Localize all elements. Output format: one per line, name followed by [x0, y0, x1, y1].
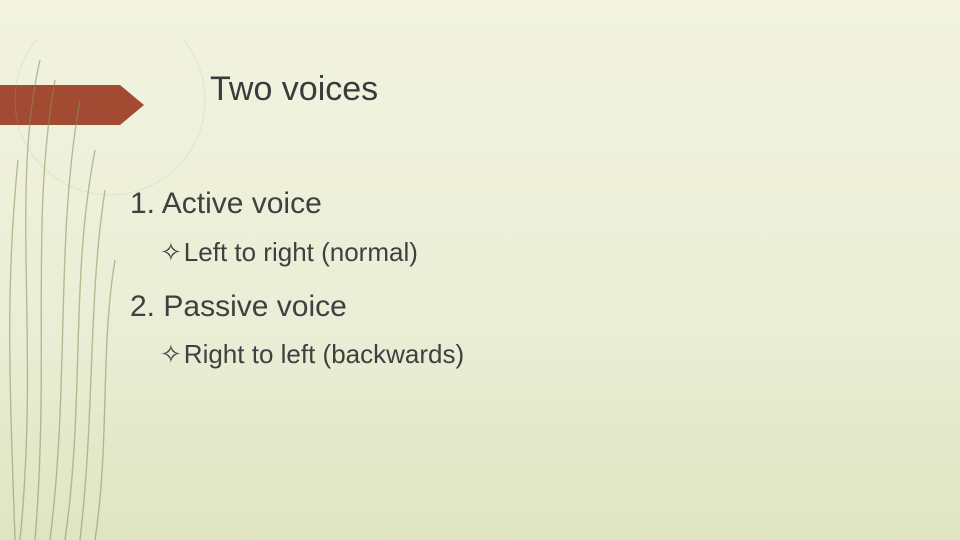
list-item: 1. Active voice [130, 181, 464, 228]
list-item: 2. Passive voice [130, 284, 464, 331]
bullet-icon: ✧ [160, 237, 182, 267]
item-number: 1. [130, 187, 155, 220]
item-label: Passive voice [163, 290, 346, 323]
bullet-icon: ✧ [160, 339, 182, 369]
slide-title: Two voices [210, 70, 378, 109]
slide-content: 1. Active voice ✧Left to right (normal) … [130, 175, 464, 387]
item-number: 2. [130, 290, 155, 323]
list-subitem: ✧Right to left (backwards) [160, 334, 464, 374]
list-subitem: ✧Left to right (normal) [160, 232, 464, 272]
accent-chevron-icon [120, 85, 144, 125]
accent-bar [0, 85, 120, 125]
subitem-label: Left to right (normal) [184, 237, 418, 267]
item-label: Active voice [162, 187, 322, 220]
slide: Two voices 1. Active voice ✧Left to righ… [0, 0, 960, 540]
subitem-label: Right to left (backwards) [184, 339, 464, 369]
